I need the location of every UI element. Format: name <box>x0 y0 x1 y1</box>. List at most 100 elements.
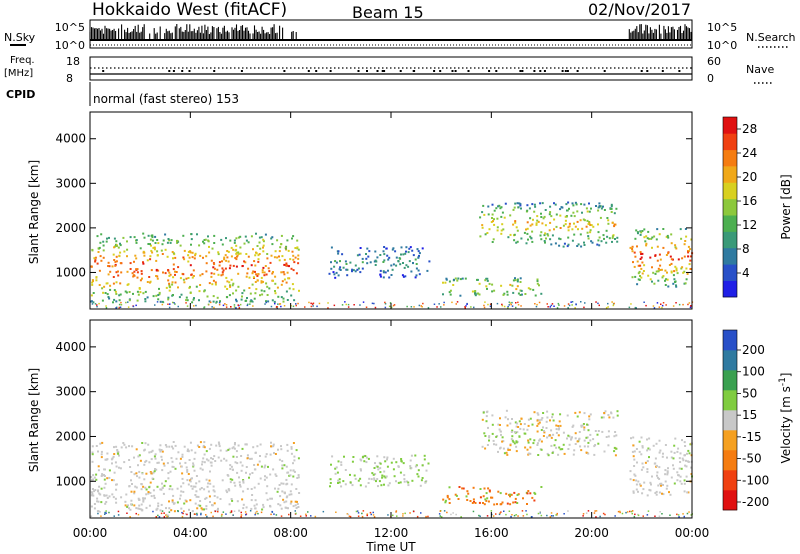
noise-pixel <box>247 303 249 306</box>
data-pixel <box>536 419 539 422</box>
data-pixel <box>607 435 610 438</box>
data-pixel <box>597 430 600 432</box>
data-pixel <box>109 270 112 273</box>
data-pixel <box>585 225 588 228</box>
data-pixel <box>417 250 420 253</box>
colorbar-tick-label: 16 <box>742 194 757 208</box>
data-pixel <box>256 245 259 247</box>
data-pixel <box>479 496 482 499</box>
data-pixel <box>567 243 570 246</box>
noise-pixel <box>500 511 502 513</box>
data-pixel <box>225 449 228 452</box>
data-pixel <box>284 247 287 250</box>
data-pixel <box>266 294 269 296</box>
data-pixel <box>156 507 159 510</box>
data-pixel <box>191 487 194 490</box>
data-pixel <box>182 234 185 237</box>
data-pixel <box>158 293 161 296</box>
data-pixel <box>172 263 175 266</box>
data-pixel <box>407 484 410 487</box>
data-pixel <box>189 264 192 267</box>
data-pixel <box>587 452 590 455</box>
data-pixel <box>636 461 638 464</box>
data-pixel <box>208 245 210 248</box>
data-pixel <box>97 465 100 468</box>
data-pixel <box>484 279 487 282</box>
noise-pixel <box>230 511 233 513</box>
data-pixel <box>283 258 286 261</box>
data-pixel <box>205 478 208 481</box>
data-pixel <box>536 444 539 446</box>
data-pixel <box>124 290 127 293</box>
noise-pixel <box>182 512 184 515</box>
data-pixel <box>281 280 284 283</box>
data-pixel <box>136 276 139 279</box>
data-pixel <box>514 202 517 205</box>
noise-pixel <box>181 511 183 514</box>
data-pixel <box>262 246 264 249</box>
noise-pixel <box>484 301 486 303</box>
noise-pixel <box>607 306 609 308</box>
freq-dot <box>366 70 368 72</box>
data-pixel <box>126 248 129 251</box>
data-pixel <box>196 507 199 510</box>
noise-pixel <box>575 303 577 305</box>
data-pixel <box>254 292 257 295</box>
data-pixel <box>669 255 672 258</box>
noise-pixel <box>678 516 680 518</box>
data-pixel <box>505 492 508 495</box>
data-pixel <box>587 445 590 448</box>
noise-pixel <box>446 511 448 514</box>
data-pixel <box>168 445 171 448</box>
data-pixel <box>581 227 584 230</box>
data-pixel <box>633 465 636 467</box>
data-pixel <box>613 212 616 215</box>
data-pixel <box>683 490 686 493</box>
data-pixel <box>292 469 295 472</box>
noise-pixel <box>165 514 167 516</box>
noise-pixel <box>304 306 306 308</box>
data-pixel <box>180 465 183 468</box>
data-pixel <box>664 469 667 472</box>
data-pixel <box>232 282 235 285</box>
data-pixel <box>205 505 208 508</box>
data-pixel <box>242 507 245 510</box>
data-pixel <box>230 465 233 468</box>
data-pixel <box>503 452 506 455</box>
data-pixel <box>538 439 541 442</box>
data-pixel <box>495 435 498 438</box>
data-pixel <box>459 278 462 281</box>
data-pixel <box>150 269 153 272</box>
data-pixel <box>513 233 516 236</box>
data-pixel <box>636 260 639 263</box>
data-pixel <box>395 256 398 259</box>
noise-pixel <box>613 302 615 305</box>
data-pixel <box>187 250 190 253</box>
noise-pixel <box>347 303 350 306</box>
freq-dot <box>661 70 664 72</box>
data-pixel <box>211 283 214 286</box>
data-pixel <box>254 499 257 502</box>
data-pixel <box>115 465 118 468</box>
noise-pixel <box>347 513 350 516</box>
data-pixel <box>201 463 203 466</box>
data-pixel <box>105 240 108 243</box>
noise-pixel <box>279 303 282 305</box>
data-pixel <box>292 269 295 272</box>
data-pixel <box>478 501 481 504</box>
x-tick-labels: 00:00 04:00 08:00 12:00 16:00 20:00 00:00 <box>73 526 710 540</box>
data-pixel <box>409 459 412 462</box>
data-pixel <box>255 288 258 291</box>
data-pixel <box>212 485 215 488</box>
data-pixel <box>214 460 217 462</box>
data-pixel <box>193 297 195 300</box>
data-pixel <box>160 488 163 491</box>
noise-pixel <box>161 510 164 512</box>
freq-label-line1: Freq. <box>10 55 35 66</box>
data-pixel <box>364 455 367 457</box>
data-pixel <box>92 280 94 283</box>
data-pixel <box>271 236 274 239</box>
data-pixel <box>583 426 586 429</box>
data-pixel <box>374 264 377 266</box>
